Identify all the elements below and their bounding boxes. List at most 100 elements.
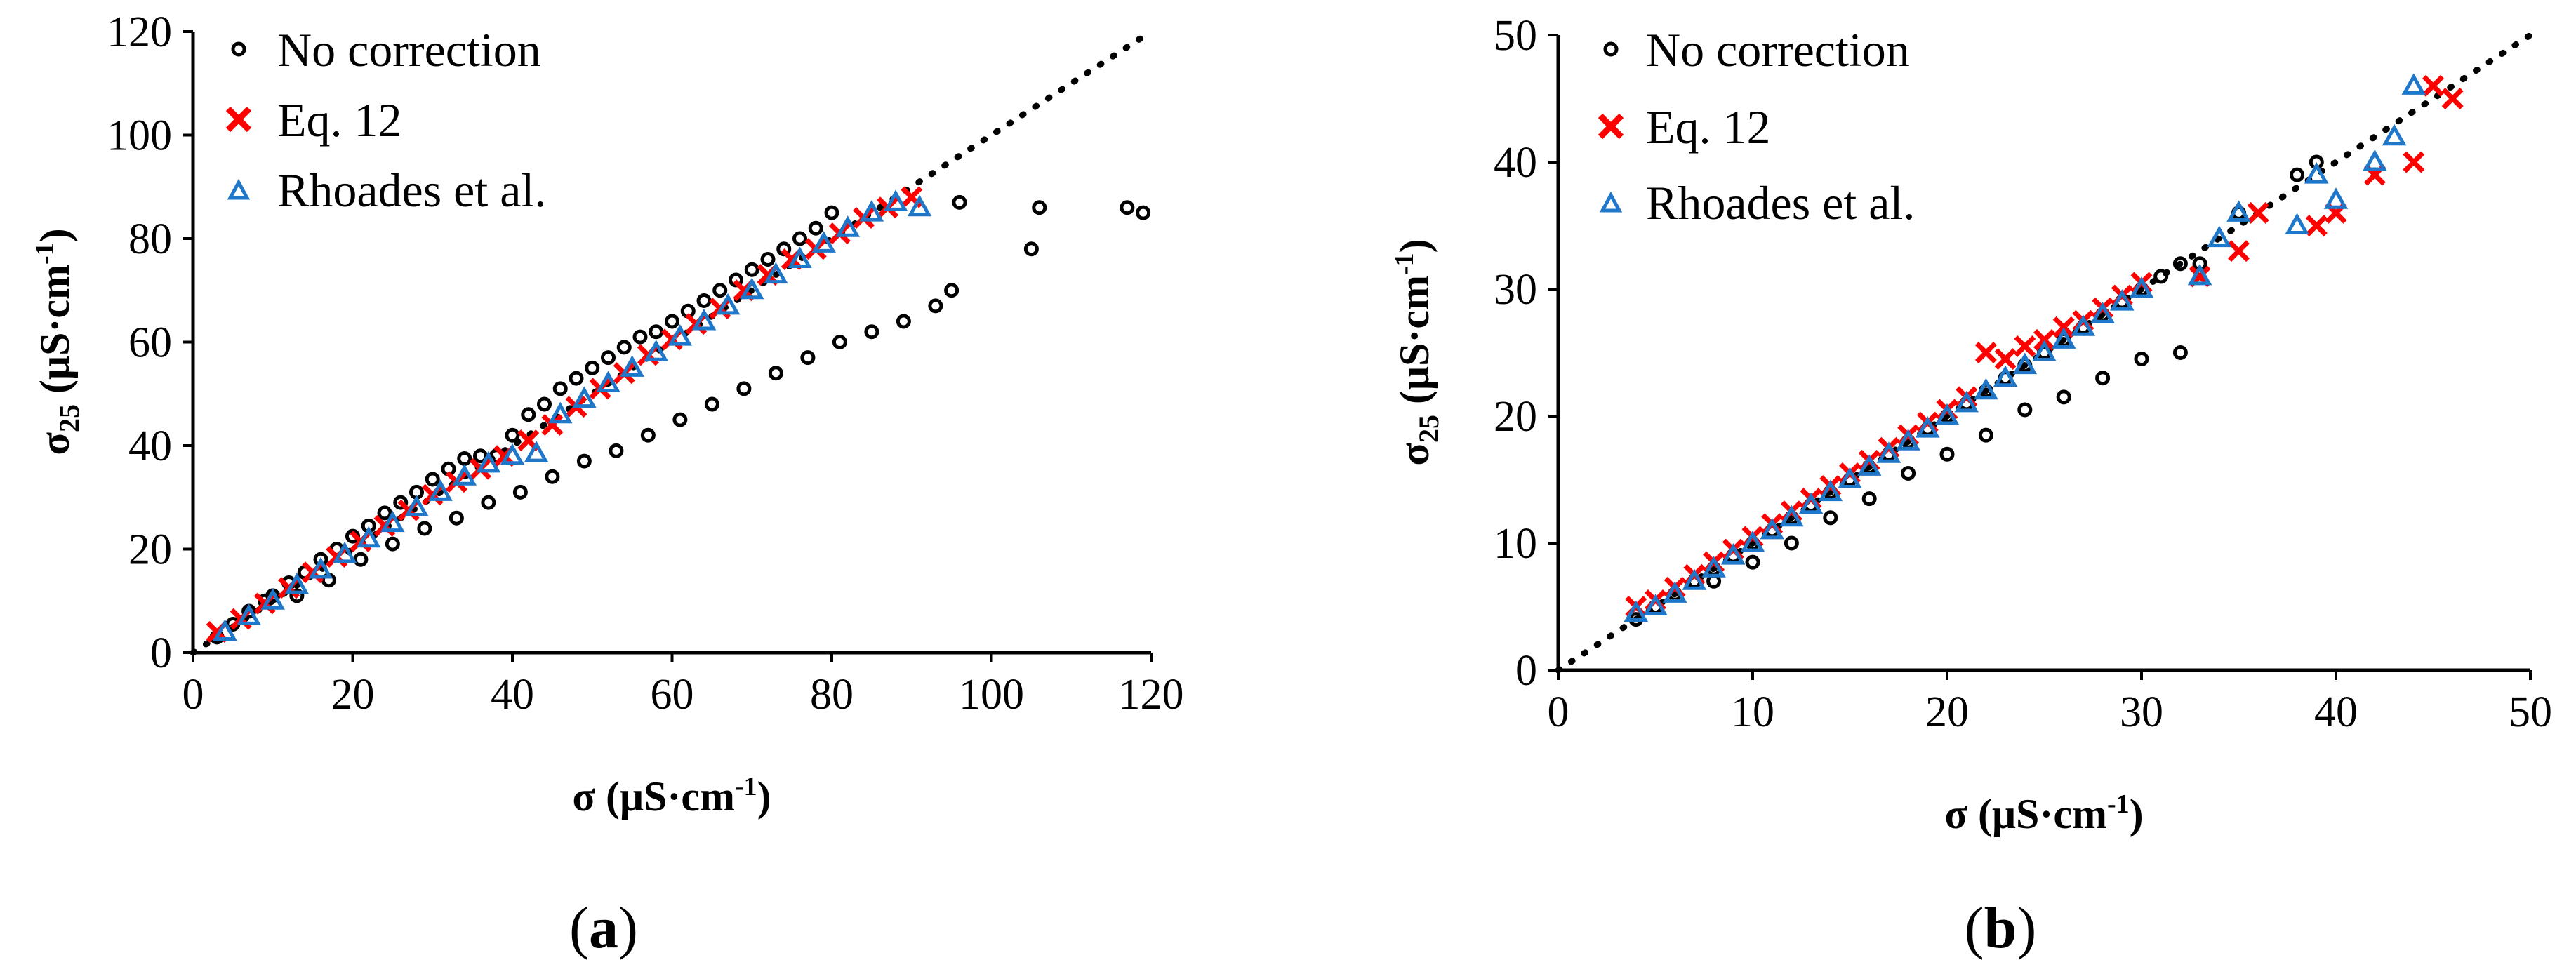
panel-a-point-no-correction xyxy=(792,231,807,246)
panel-a-point-no-correction xyxy=(928,298,943,314)
panel-a-point-no-correction xyxy=(760,252,776,267)
panel-a-point-no-correction xyxy=(704,396,719,412)
panel-b-point-eq12 xyxy=(2422,74,2444,97)
panel-a-point-rhoades xyxy=(476,451,501,473)
panel-a-point-rhoades xyxy=(524,440,549,462)
panel-a-y-axis-label: σ25 (μS·cm-1) xyxy=(30,228,85,455)
panel-a-point-no-correction xyxy=(864,324,879,340)
panel-a-x-tick-label: 120 xyxy=(1119,671,1184,719)
panel-a-point-no-correction xyxy=(944,283,960,298)
panel-a-point-no-correction xyxy=(649,324,664,340)
panel-b-point-rhoades xyxy=(2071,314,2096,336)
panel-b-point-rhoades xyxy=(1682,568,1707,590)
panel-b-point-rhoades xyxy=(1740,530,1765,552)
panel-a: 0 20 40 60 80 100 120 0 20 40 60 80 100 120 σ (μS·cm-… xyxy=(30,8,1184,961)
panel-a-point-no-correction xyxy=(585,360,600,375)
panel-b-x-tick-label: 0 xyxy=(1548,688,1569,736)
panel-a-point-rhoades xyxy=(835,215,861,237)
panel-a-point-no-correction xyxy=(665,314,679,329)
panel-b-point-rhoades xyxy=(1857,454,1882,476)
panel-a-plot-area: 0 20 40 60 80 100 120 0 20 40 60 80 100 120 xyxy=(107,8,1184,719)
panel-a-y-tick-label: 80 xyxy=(128,215,172,263)
panel-b-point-rhoades xyxy=(1779,505,1804,527)
panel-a-point-no-correction xyxy=(512,484,528,500)
panel-b-y-tick-label: 30 xyxy=(1494,266,1537,314)
panel-b-point-rhoades xyxy=(2363,149,2387,171)
panel-a-point-no-correction xyxy=(576,453,592,469)
panel-b-point-rhoades xyxy=(1838,467,1862,488)
panel-a-point-rhoades xyxy=(644,340,669,361)
panel-a-point-rhoades xyxy=(668,324,693,346)
panel-a-x-tick-label: 20 xyxy=(331,671,375,719)
panel-a-point-no-correction xyxy=(1023,241,1039,257)
panel-b-point-rhoades xyxy=(1993,365,2018,387)
panel-b-x-tick-label: 40 xyxy=(2314,688,2358,736)
panel-a-point-rhoades xyxy=(500,443,525,465)
panel-a-point-no-correction xyxy=(505,427,520,443)
panel-b-point-no-correction xyxy=(2172,256,2188,272)
panel-b-point-eq12 xyxy=(2305,215,2328,236)
panel-a-point-no-correction xyxy=(537,396,552,412)
panel-a-legend: No correction Eq. 12 Rhoades et al. xyxy=(225,23,546,217)
panel-b-point-no-correction xyxy=(2017,402,2033,418)
panel-a-point-no-correction xyxy=(601,350,616,366)
panel-b-point-no-correction xyxy=(2134,352,2149,367)
panel-a-point-rhoades xyxy=(596,371,620,392)
panel-b-point-no-correction xyxy=(1745,554,1760,570)
panel-a-point-eq12 xyxy=(541,414,564,436)
panel-b-point-rhoades xyxy=(1662,581,1687,603)
panel-a-point-rhoades xyxy=(907,194,932,217)
panel-a-point-no-correction xyxy=(1120,200,1135,215)
panel-a-point-rhoades xyxy=(452,464,477,486)
panel-a-point-no-correction xyxy=(744,262,759,277)
panel-a-point-no-correction xyxy=(672,412,688,427)
panel-a-point-rhoades xyxy=(284,573,310,594)
panel-a-point-no-correction xyxy=(449,510,464,526)
panel-a-point-rhoades xyxy=(380,510,405,533)
panel-a-point-rhoades xyxy=(332,541,357,563)
panel-b-point-no-correction xyxy=(1978,427,1993,443)
panel-b-point-rhoades xyxy=(1934,403,1960,425)
panel-a-point-rhoades xyxy=(213,619,237,641)
panel-b-point-rhoades xyxy=(1896,429,1920,451)
panel-a-point-no-correction xyxy=(481,495,496,510)
panel-a-x-tick-label: 0 xyxy=(182,671,204,719)
panel-b-point-rhoades xyxy=(2187,263,2212,286)
panel-b-x-tick-label: 50 xyxy=(2509,688,2552,736)
panel-b-x-tick-label: 20 xyxy=(1925,688,1969,736)
panel-a-point-no-correction xyxy=(832,335,847,349)
panel-a-point-no-correction xyxy=(609,443,624,458)
panel-b-point-rhoades xyxy=(1916,416,1940,438)
panel-a-point-no-correction xyxy=(736,381,752,396)
panel-a-point-rhoades xyxy=(883,189,908,211)
panel-b-legend-eq12: Eq. 12 xyxy=(1646,100,1771,154)
panel-a-point-no-correction xyxy=(768,366,783,381)
panel-b-point-no-correction xyxy=(1784,535,1799,551)
panel-a-point-rhoades xyxy=(859,200,884,222)
panel-b-point-rhoades xyxy=(2032,340,2057,361)
panel-b: 0 10 20 30 40 50 0 10 20 30 40 50 σ (μS·cm-1) σ25 (… xyxy=(1390,12,2552,961)
panel-b-point-eq12 xyxy=(2441,88,2464,109)
panel-b-legend-rhoades: Rhoades et al. xyxy=(1646,176,1915,229)
panel-a-point-no-correction xyxy=(1032,200,1047,215)
panel-a-point-no-correction xyxy=(385,536,400,552)
panel-b-y-tick-label: 20 xyxy=(1494,393,1537,441)
panel-a-point-no-correction xyxy=(569,371,584,386)
panel-a-legend-no-correction: No correction xyxy=(277,23,541,76)
panel-a-point-no-correction xyxy=(552,381,568,396)
panel-b-legend: No correction Eq. 12 Rhoades et al. xyxy=(1598,23,1915,229)
panel-a-point-no-correction xyxy=(632,329,648,345)
panel-b-point-eq12 xyxy=(1994,348,2017,371)
panel-b-legend-x-marker xyxy=(1598,113,1624,140)
panel-b-point-rhoades xyxy=(1876,441,1901,463)
panel-b-y-tick-label: 0 xyxy=(1515,647,1537,695)
panel-b-point-rhoades xyxy=(1624,600,1649,622)
panel-b-point-rhoades xyxy=(2129,276,2154,298)
panel-b-point-rhoades xyxy=(1954,390,1979,413)
panel-b-legend-circle-marker xyxy=(1603,41,1619,57)
panel-b-point-eq12 xyxy=(2033,328,2055,351)
panel-a-point-no-correction xyxy=(1136,205,1151,220)
panel-b-point-no-correction xyxy=(2172,345,2188,360)
panel-b-point-rhoades xyxy=(1818,479,1843,502)
